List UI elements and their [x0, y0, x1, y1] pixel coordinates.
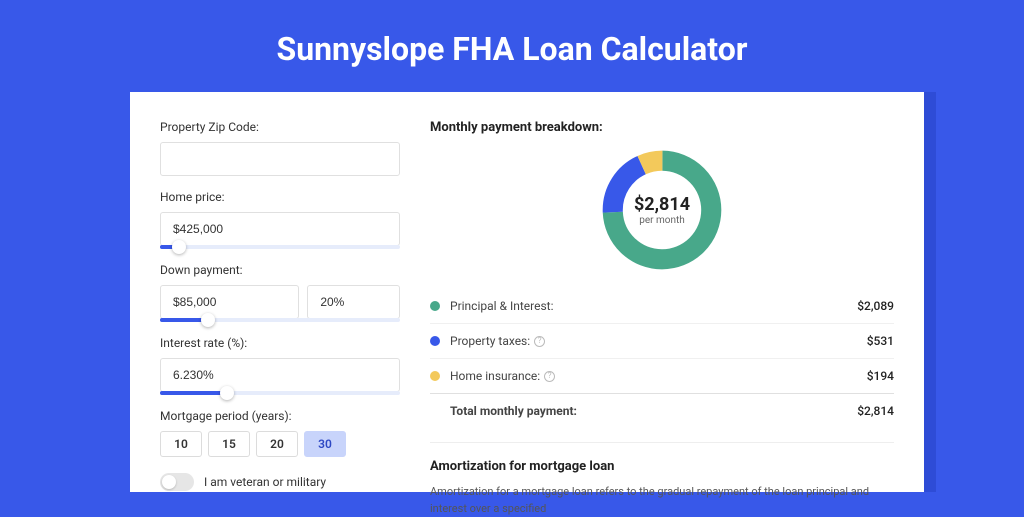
info-icon[interactable]: ? — [544, 371, 555, 382]
breakdown-row: Property taxes: ?$531 — [430, 323, 894, 358]
breakdown-column: Monthly payment breakdown: $2,814 per mo… — [430, 120, 894, 492]
zip-input[interactable] — [160, 142, 400, 176]
amortization-section: Amortization for mortgage loan Amortizat… — [430, 442, 894, 517]
interest-rate-label: Interest rate (%): — [160, 336, 400, 350]
veteran-row: I am veteran or military — [160, 473, 400, 491]
breakdown-value: $194 — [867, 369, 894, 383]
page-title: Sunnyslope FHA Loan Calculator — [0, 0, 1024, 92]
breakdown-label: Home insurance: ? — [450, 369, 867, 383]
mortgage-period-10[interactable]: 10 — [160, 431, 202, 457]
home-price-input[interactable] — [160, 212, 400, 246]
zip-group: Property Zip Code: — [160, 120, 400, 176]
interest-rate-slider[interactable] — [160, 391, 400, 395]
breakdown-value: $531 — [867, 334, 894, 348]
breakdown-row: Principal & Interest:$2,089 — [430, 289, 894, 323]
donut-center-sub: per month — [634, 215, 690, 226]
home-price-label: Home price: — [160, 190, 400, 204]
legend-dot — [430, 336, 440, 346]
breakdown-row: Home insurance: ?$194 — [430, 358, 894, 393]
mortgage-period-group: Mortgage period (years): 10152030 — [160, 409, 400, 457]
mortgage-period-label: Mortgage period (years): — [160, 409, 400, 423]
amortization-title: Amortization for mortgage loan — [430, 459, 894, 474]
veteran-toggle[interactable] — [160, 473, 194, 491]
breakdown-label: Principal & Interest: — [450, 299, 857, 313]
form-column: Property Zip Code: Home price: Down paym… — [160, 120, 400, 492]
home-price-group: Home price: — [160, 190, 400, 249]
interest-rate-input[interactable] — [160, 358, 400, 392]
zip-label: Property Zip Code: — [160, 120, 400, 134]
down-payment-percent-input[interactable] — [307, 285, 400, 319]
legend-dot — [430, 371, 440, 381]
total-label: Total monthly payment: — [450, 404, 857, 418]
total-value: $2,814 — [857, 404, 894, 418]
mortgage-period-30[interactable]: 30 — [304, 431, 346, 457]
home-price-slider[interactable] — [160, 245, 400, 249]
donut-chart: $2,814 per month — [430, 145, 894, 275]
interest-rate-group: Interest rate (%): — [160, 336, 400, 395]
breakdown-label: Property taxes: ? — [450, 334, 867, 348]
mortgage-period-15[interactable]: 15 — [208, 431, 250, 457]
info-icon[interactable]: ? — [534, 336, 545, 347]
calculator-card: Property Zip Code: Home price: Down paym… — [130, 92, 924, 492]
legend-dot — [430, 301, 440, 311]
down-payment-amount-input[interactable] — [160, 285, 299, 319]
total-row: Total monthly payment: $2,814 — [430, 393, 894, 428]
donut-center-amount: $2,814 — [634, 194, 690, 215]
mortgage-period-20[interactable]: 20 — [256, 431, 298, 457]
down-payment-group: Down payment: — [160, 263, 400, 322]
down-payment-slider[interactable] — [160, 318, 400, 322]
breakdown-title: Monthly payment breakdown: — [430, 120, 894, 135]
down-payment-label: Down payment: — [160, 263, 400, 277]
veteran-label: I am veteran or military — [204, 475, 326, 489]
amortization-text: Amortization for a mortgage loan refers … — [430, 484, 894, 517]
breakdown-value: $2,089 — [857, 299, 894, 313]
